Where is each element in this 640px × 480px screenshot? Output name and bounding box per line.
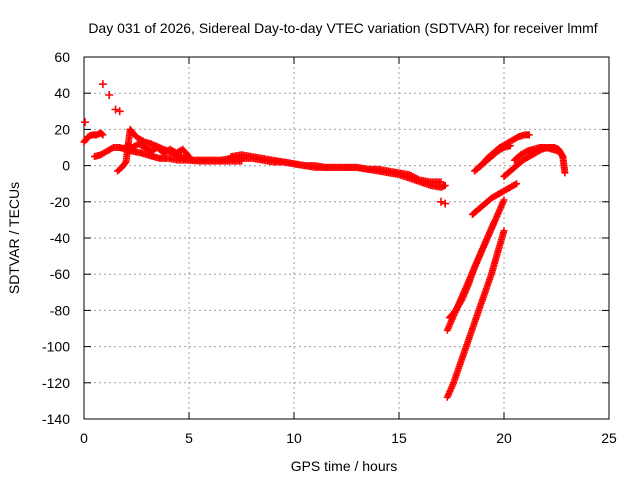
x-tick-label: 25 [601, 430, 617, 446]
data-point [490, 220, 497, 228]
data-point [115, 107, 124, 116]
data-point [513, 180, 521, 188]
data-point [525, 131, 533, 139]
data-point [121, 159, 129, 167]
x-tick-label: 10 [286, 430, 302, 446]
data-point [81, 118, 90, 127]
data-point [98, 130, 106, 138]
y-tick-label: -20 [50, 194, 70, 210]
x-tick-label: 0 [80, 430, 88, 446]
chart-title: Day 031 of 2026, Sidereal Day-to-day VTE… [88, 20, 597, 36]
y-tick-label: -40 [50, 230, 70, 246]
data-point [506, 142, 514, 150]
y-tick-label: 60 [54, 49, 70, 65]
data-point [105, 91, 114, 100]
data-point [558, 151, 566, 159]
y-tick-label: -100 [42, 339, 70, 355]
data-point [441, 199, 450, 208]
data-point [441, 182, 449, 190]
x-tick-label: 5 [185, 430, 193, 446]
y-tick-label: 0 [62, 158, 70, 174]
data-point [437, 178, 445, 186]
data-point [500, 227, 508, 235]
y-tick-labels: 60 40 20 0 -20 -40 -60 -80 -100 -120 -140 [42, 49, 70, 427]
y-tick-label: -140 [42, 411, 70, 427]
data-point [559, 153, 567, 161]
data-point [98, 80, 107, 89]
x-tick-label: 15 [391, 430, 407, 446]
y-tick-label: 40 [54, 85, 70, 101]
x-tick-label: 20 [496, 430, 512, 446]
data-point [111, 105, 120, 114]
data-point [500, 196, 508, 204]
x-tick-labels: 0 5 10 15 20 25 [80, 430, 617, 446]
y-tick-label: -120 [42, 375, 70, 391]
x-axis-label: GPS time / hours [291, 458, 398, 474]
axis-ticks [83, 56, 610, 420]
data-point [561, 169, 569, 177]
data-point [184, 151, 192, 159]
y-axis-label: SDTVAR / TECUs [6, 182, 22, 294]
y-tick-label: 20 [54, 121, 70, 137]
data-points [80, 80, 569, 401]
y-tick-label: -60 [50, 266, 70, 282]
data-point [437, 197, 445, 206]
data-point [99, 131, 107, 139]
grid-lines [84, 57, 609, 419]
y-tick-label: -80 [50, 302, 70, 318]
